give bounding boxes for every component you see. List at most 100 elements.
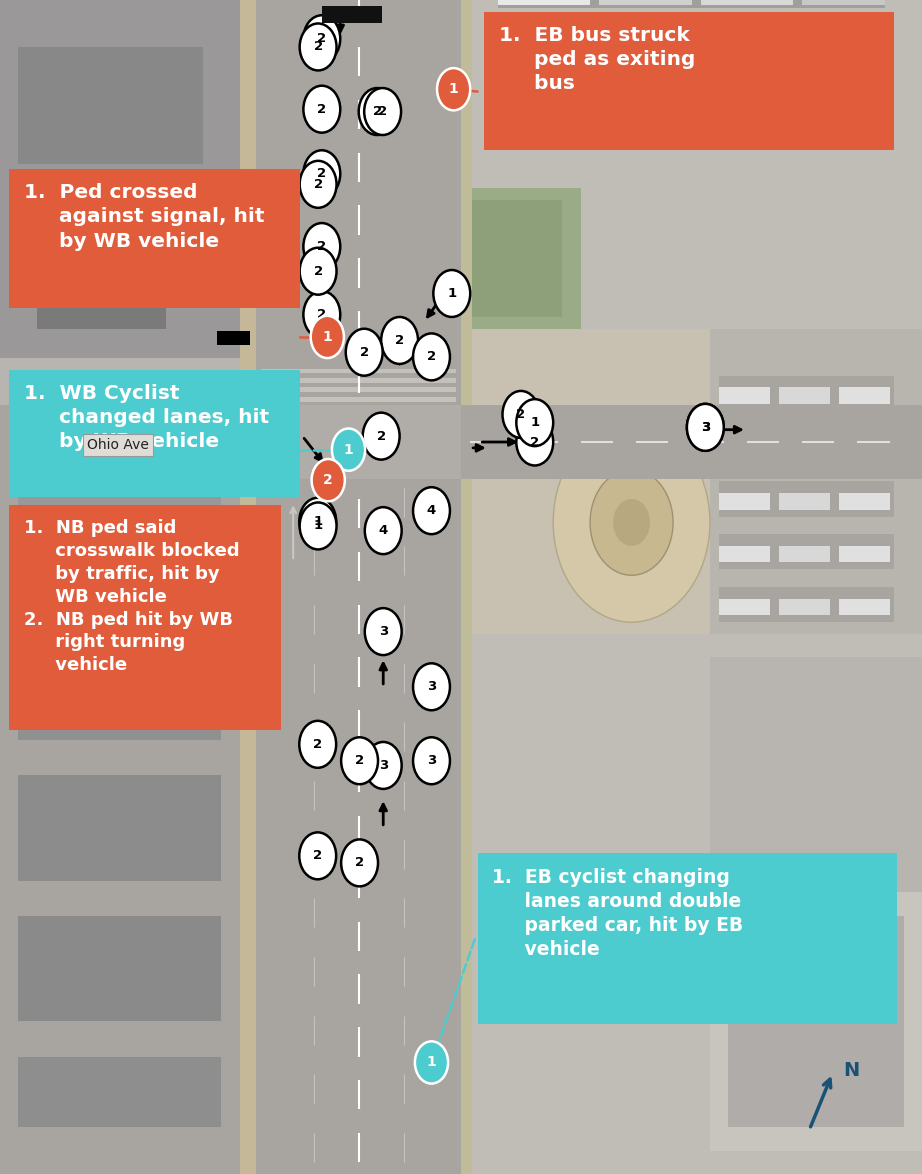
FancyBboxPatch shape bbox=[719, 376, 894, 411]
Circle shape bbox=[413, 737, 450, 784]
Text: 2: 2 bbox=[355, 754, 364, 768]
FancyBboxPatch shape bbox=[498, 36, 885, 50]
FancyBboxPatch shape bbox=[802, 82, 885, 89]
Text: 2: 2 bbox=[324, 473, 333, 487]
Circle shape bbox=[303, 291, 340, 338]
FancyBboxPatch shape bbox=[498, 82, 590, 89]
Text: 1.  EB bus struck
     ped as exiting
     bus: 1. EB bus struck ped as exiting bus bbox=[499, 26, 695, 93]
Circle shape bbox=[300, 23, 337, 70]
Text: 3: 3 bbox=[701, 420, 710, 434]
FancyBboxPatch shape bbox=[839, 599, 890, 615]
Circle shape bbox=[413, 663, 450, 710]
Text: 3: 3 bbox=[379, 625, 388, 639]
Circle shape bbox=[303, 223, 340, 270]
FancyBboxPatch shape bbox=[719, 440, 770, 457]
FancyBboxPatch shape bbox=[701, 19, 793, 26]
Text: 1.  NB ped said
     crosswalk blocked
     by traffic, hit by
     WB vehicle
2: 1. NB ped said crosswalk blocked by traf… bbox=[24, 519, 240, 674]
Circle shape bbox=[381, 317, 418, 364]
FancyBboxPatch shape bbox=[839, 493, 890, 510]
FancyBboxPatch shape bbox=[498, 15, 885, 29]
FancyBboxPatch shape bbox=[461, 0, 922, 329]
FancyBboxPatch shape bbox=[256, 405, 461, 479]
FancyBboxPatch shape bbox=[599, 0, 692, 5]
FancyBboxPatch shape bbox=[779, 493, 830, 510]
Circle shape bbox=[300, 832, 337, 879]
Text: 1: 1 bbox=[530, 416, 539, 430]
FancyBboxPatch shape bbox=[599, 103, 692, 110]
FancyBboxPatch shape bbox=[779, 546, 830, 562]
Text: 3: 3 bbox=[701, 420, 710, 434]
FancyBboxPatch shape bbox=[18, 775, 221, 880]
FancyBboxPatch shape bbox=[701, 0, 793, 5]
Circle shape bbox=[687, 404, 724, 451]
Text: 1.  Ped crossed
     against signal, hit
     by WB vehicle: 1. Ped crossed against signal, hit by WB… bbox=[24, 183, 265, 250]
FancyBboxPatch shape bbox=[701, 61, 793, 68]
FancyBboxPatch shape bbox=[839, 440, 890, 457]
Text: 1.  EB cyclist changing
     lanes around double
     parked car, hit by EB
    : 1. EB cyclist changing lanes around doub… bbox=[492, 868, 744, 959]
Text: 2: 2 bbox=[376, 430, 385, 443]
FancyBboxPatch shape bbox=[839, 387, 890, 404]
FancyBboxPatch shape bbox=[0, 405, 922, 479]
Circle shape bbox=[300, 161, 337, 208]
Text: 1: 1 bbox=[344, 443, 353, 457]
FancyBboxPatch shape bbox=[701, 124, 793, 131]
Circle shape bbox=[303, 150, 340, 197]
FancyBboxPatch shape bbox=[217, 480, 250, 494]
FancyBboxPatch shape bbox=[498, 19, 590, 26]
Text: 2: 2 bbox=[317, 239, 326, 254]
Text: 2: 2 bbox=[317, 167, 326, 181]
FancyBboxPatch shape bbox=[719, 587, 894, 622]
Circle shape bbox=[341, 737, 378, 784]
FancyBboxPatch shape bbox=[240, 0, 256, 1174]
FancyBboxPatch shape bbox=[599, 19, 692, 26]
FancyBboxPatch shape bbox=[802, 103, 885, 110]
FancyBboxPatch shape bbox=[701, 82, 793, 89]
FancyBboxPatch shape bbox=[37, 294, 166, 329]
FancyBboxPatch shape bbox=[802, 19, 885, 26]
Text: 2: 2 bbox=[317, 102, 326, 116]
Text: 1: 1 bbox=[447, 286, 456, 301]
FancyBboxPatch shape bbox=[478, 853, 897, 1024]
Text: 1: 1 bbox=[323, 330, 332, 344]
Text: 2: 2 bbox=[313, 264, 323, 278]
Circle shape bbox=[300, 502, 337, 549]
FancyBboxPatch shape bbox=[710, 892, 922, 1151]
FancyBboxPatch shape bbox=[719, 546, 770, 562]
Circle shape bbox=[303, 86, 340, 133]
Text: 2: 2 bbox=[313, 737, 323, 751]
FancyBboxPatch shape bbox=[461, 634, 922, 1174]
FancyBboxPatch shape bbox=[18, 657, 221, 740]
FancyBboxPatch shape bbox=[18, 564, 221, 634]
Text: 1: 1 bbox=[449, 82, 458, 96]
Circle shape bbox=[300, 721, 337, 768]
FancyBboxPatch shape bbox=[719, 429, 894, 464]
Text: 4: 4 bbox=[379, 524, 388, 538]
Text: 3: 3 bbox=[379, 758, 388, 772]
Circle shape bbox=[332, 429, 365, 471]
Text: 4: 4 bbox=[427, 504, 436, 518]
FancyBboxPatch shape bbox=[261, 387, 456, 392]
Circle shape bbox=[303, 15, 340, 62]
FancyBboxPatch shape bbox=[18, 1057, 221, 1127]
Circle shape bbox=[613, 499, 650, 546]
Text: 2: 2 bbox=[355, 856, 364, 870]
FancyBboxPatch shape bbox=[839, 546, 890, 562]
FancyBboxPatch shape bbox=[18, 916, 221, 1021]
FancyBboxPatch shape bbox=[498, 40, 590, 47]
FancyBboxPatch shape bbox=[498, 124, 590, 131]
Circle shape bbox=[346, 329, 383, 376]
Circle shape bbox=[553, 423, 710, 622]
FancyBboxPatch shape bbox=[498, 103, 590, 110]
Text: 2: 2 bbox=[372, 104, 382, 119]
Circle shape bbox=[502, 391, 539, 438]
FancyBboxPatch shape bbox=[0, 0, 258, 358]
FancyBboxPatch shape bbox=[498, 0, 885, 8]
FancyBboxPatch shape bbox=[599, 82, 692, 89]
FancyBboxPatch shape bbox=[599, 124, 692, 131]
FancyBboxPatch shape bbox=[9, 169, 300, 308]
FancyBboxPatch shape bbox=[322, 6, 382, 23]
FancyBboxPatch shape bbox=[461, 0, 472, 1174]
FancyBboxPatch shape bbox=[779, 440, 830, 457]
FancyBboxPatch shape bbox=[802, 61, 885, 68]
FancyBboxPatch shape bbox=[719, 599, 770, 615]
